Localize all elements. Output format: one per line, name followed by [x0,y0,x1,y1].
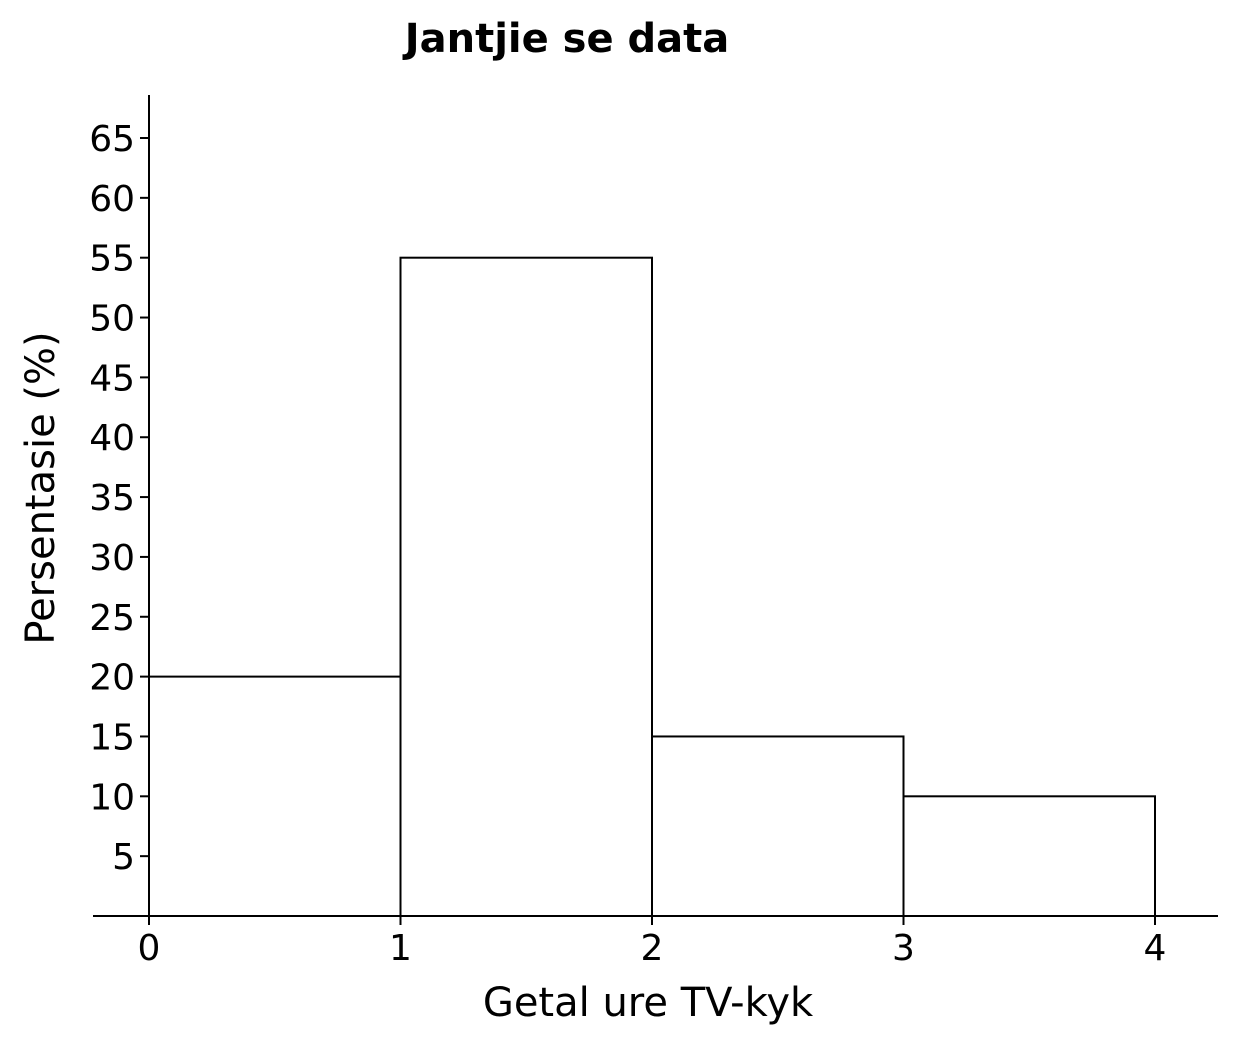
x-ticks-group: 0 1 2 3 4 [138,916,1167,969]
y-tick-label: 40 [89,418,135,459]
y-tick-label: 65 [89,119,135,160]
y-tick-label: 10 [89,777,135,818]
x-tick-label: 4 [1144,928,1167,969]
y-tick-label: 60 [89,179,135,220]
x-tick-label: 3 [892,928,915,969]
x-tick-label: 2 [641,928,664,969]
x-axis-label: Getal ure TV-kyk [483,980,814,1026]
y-tick-label: 50 [89,299,135,340]
y-tick-label: 15 [89,717,135,758]
y-tick-label: 35 [89,478,135,519]
y-tick-label: 20 [89,658,135,699]
bar-0-1 [148,675,402,917]
y-axis-label: Persentasie (%) [18,331,64,644]
bar-2-3 [651,735,905,918]
chart-title: Jantjie se data [402,16,730,62]
x-tick-label: 0 [138,928,161,969]
bar-3-4 [902,795,1156,917]
bar-1-2 [399,256,653,917]
y-tick-label: 30 [89,538,135,579]
y-tick-label: 5 [112,837,135,878]
y-ticks-group: 5 10 15 20 25 30 35 40 45 50 55 60 65 [89,119,149,878]
x-tick-label: 1 [389,928,412,969]
y-tick-label: 45 [89,358,135,399]
y-tick-label: 55 [89,239,135,280]
y-tick-label: 25 [89,598,135,639]
bars-group [148,256,1156,918]
